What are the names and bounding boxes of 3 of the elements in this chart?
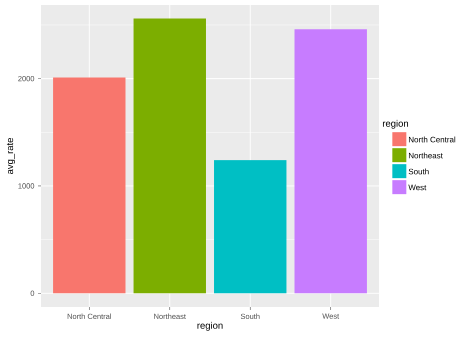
legend-title: region bbox=[382, 120, 408, 129]
x-axis-title: region bbox=[197, 322, 223, 331]
y-axis-title: avg_rate bbox=[6, 138, 16, 174]
